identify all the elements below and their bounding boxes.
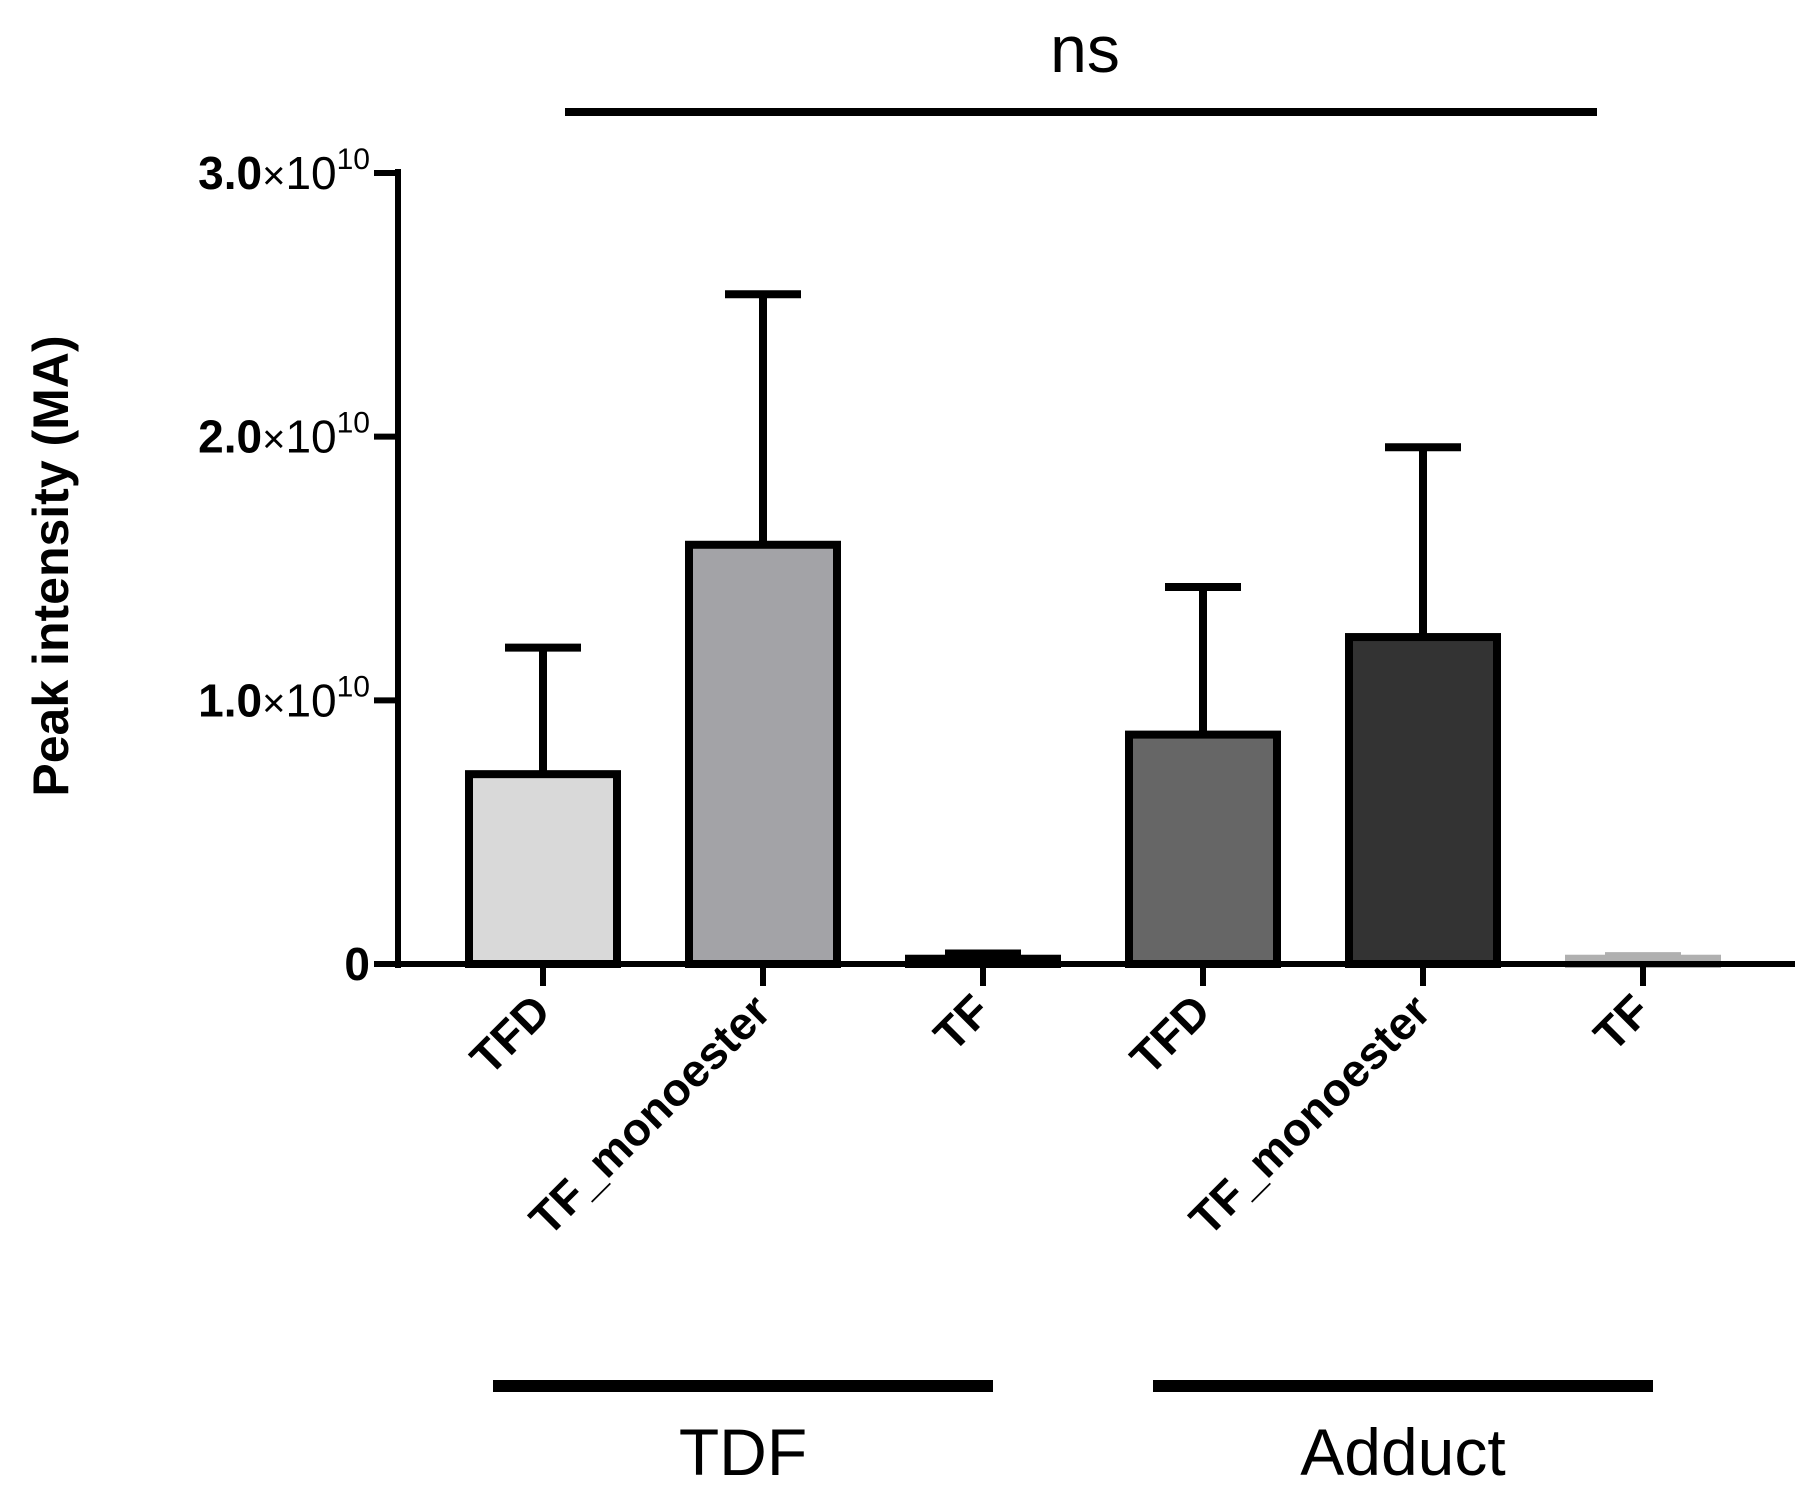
tick-base: 10 <box>285 411 336 463</box>
y-tick-label: 3.0×1010 <box>198 143 370 199</box>
y-tick-label: 0 <box>344 938 370 990</box>
group-label: TDF <box>679 1415 807 1489</box>
y-tick-label: 1.0×1010 <box>198 670 370 726</box>
bar <box>1345 633 1501 968</box>
tick-exponent: 10 <box>337 670 370 703</box>
tick-times: × <box>262 418 285 462</box>
tick-times: × <box>262 681 285 725</box>
x-tick-label: TF_monoester <box>519 984 780 1245</box>
tick-exponent: 10 <box>337 143 370 176</box>
bar <box>465 770 621 968</box>
x-tick-label: TFD <box>460 984 560 1084</box>
tick-mantissa: 1.0 <box>198 674 262 726</box>
y-axis-title: Peak intensity (MA) <box>23 335 79 796</box>
bar <box>685 540 841 969</box>
tick-mantissa: 2.0 <box>198 411 262 463</box>
bar <box>1125 730 1281 968</box>
x-tick-label: TF <box>924 984 1001 1061</box>
x-tick-label: TFD <box>1120 984 1220 1084</box>
group-label: Adduct <box>1300 1415 1505 1489</box>
significance-label: ns <box>1050 12 1120 86</box>
y-tick-label: 2.0×1010 <box>198 407 370 463</box>
tick-exponent: 10 <box>337 407 370 440</box>
tick-mantissa: 3.0 <box>198 147 262 199</box>
tick-times: × <box>262 154 285 198</box>
tick-base: 10 <box>285 674 336 726</box>
x-tick-label: TF_monoester <box>1179 984 1440 1245</box>
x-tick-label: TF <box>1584 984 1661 1061</box>
tick-base: 10 <box>285 147 336 199</box>
